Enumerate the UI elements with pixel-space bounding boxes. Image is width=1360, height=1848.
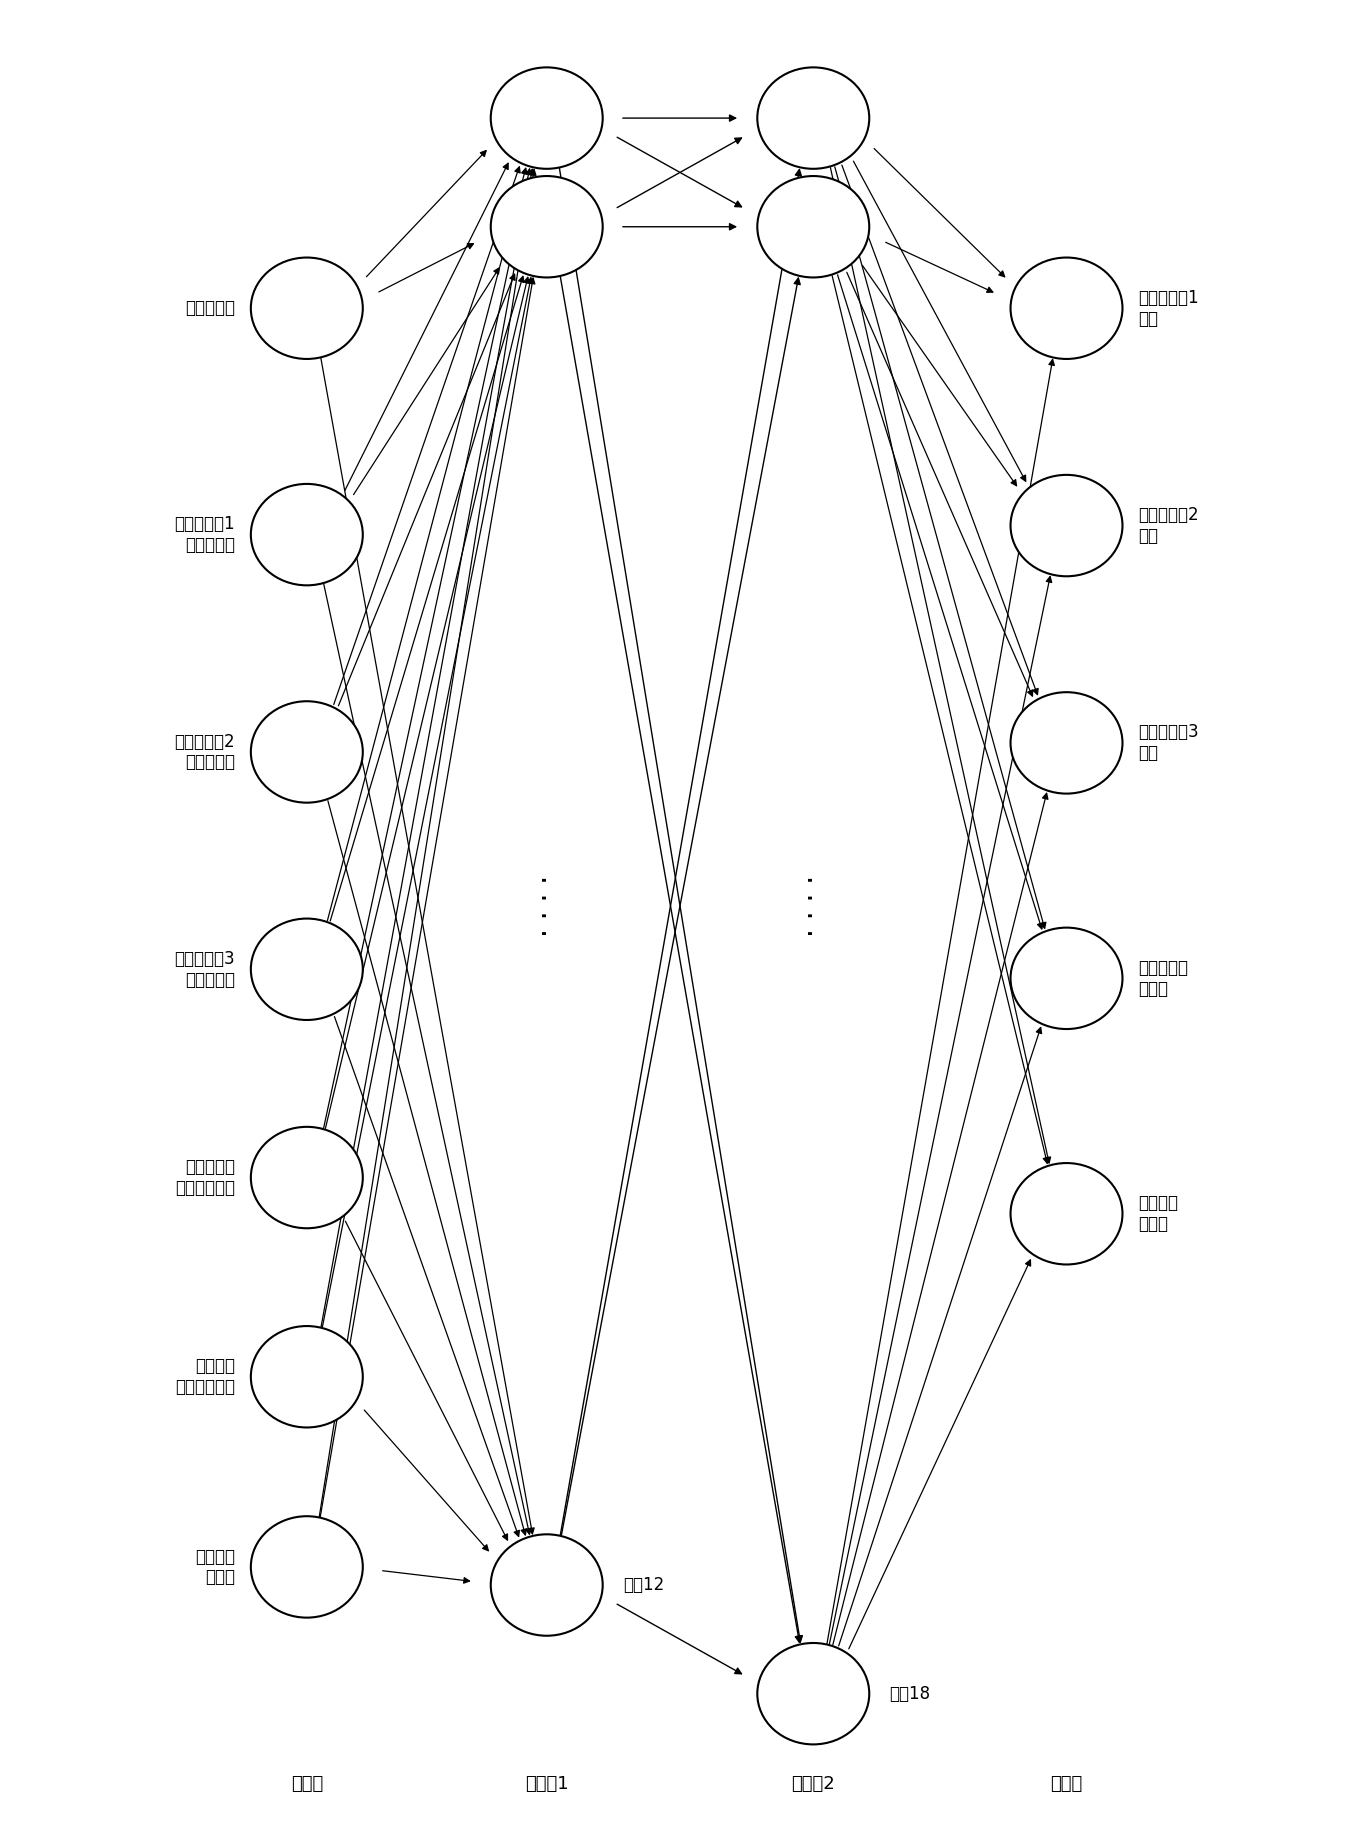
Text: 热力膨胀阀1
开度: 热力膨胀阀1 开度	[1138, 288, 1200, 327]
Ellipse shape	[1010, 475, 1122, 577]
Text: 压力传感值: 压力传感值	[185, 299, 235, 318]
Ellipse shape	[758, 67, 869, 168]
Ellipse shape	[491, 176, 602, 277]
Text: 高低压控制
阀开度: 高低压控制 阀开度	[1138, 959, 1189, 998]
Text: 热力膨胀阀2
开度传感值: 热力膨胀阀2 开度传感值	[174, 732, 235, 771]
Text: 热力膨胀阀1
开度传感值: 热力膨胀阀1 开度传感值	[174, 516, 235, 554]
Text: · · · ·: · · · ·	[533, 874, 560, 937]
Ellipse shape	[758, 176, 869, 277]
Ellipse shape	[250, 257, 363, 359]
Ellipse shape	[1010, 693, 1122, 793]
Text: 热力膨胀阀2
开度: 热力膨胀阀2 开度	[1138, 506, 1200, 545]
Ellipse shape	[491, 67, 602, 168]
Text: 水量控制
阀开度: 水量控制 阀开度	[1138, 1194, 1179, 1233]
Text: 节点12: 节点12	[623, 1576, 664, 1595]
Text: 热力膨胀阀3
开度传感值: 热力膨胀阀3 开度传感值	[174, 950, 235, 989]
Text: 节点18: 节点18	[889, 1685, 930, 1702]
Ellipse shape	[1010, 1162, 1122, 1264]
Text: 控制目标
温度值: 控制目标 温度值	[194, 1547, 235, 1586]
Text: 输入层: 输入层	[291, 1776, 322, 1793]
Ellipse shape	[250, 1327, 363, 1427]
Ellipse shape	[758, 1643, 869, 1745]
Ellipse shape	[250, 484, 363, 586]
Text: 高低压控制
阀开度传感值: 高低压控制 阀开度传感值	[175, 1159, 235, 1198]
Text: 中间层2: 中间层2	[792, 1776, 835, 1793]
Text: 水量控制
阀开度传感值: 水量控制 阀开度传感值	[175, 1358, 235, 1395]
Ellipse shape	[1010, 257, 1122, 359]
Ellipse shape	[491, 1534, 602, 1635]
Ellipse shape	[250, 1515, 363, 1617]
Ellipse shape	[250, 918, 363, 1020]
Text: 热力膨胀阀3
开度: 热力膨胀阀3 开度	[1138, 724, 1200, 761]
Ellipse shape	[250, 1127, 363, 1229]
Text: 输出层: 输出层	[1050, 1776, 1083, 1793]
Text: 中间层1: 中间层1	[525, 1776, 568, 1793]
Ellipse shape	[250, 700, 363, 802]
Ellipse shape	[1010, 928, 1122, 1029]
Text: · · · ·: · · · ·	[800, 874, 827, 937]
